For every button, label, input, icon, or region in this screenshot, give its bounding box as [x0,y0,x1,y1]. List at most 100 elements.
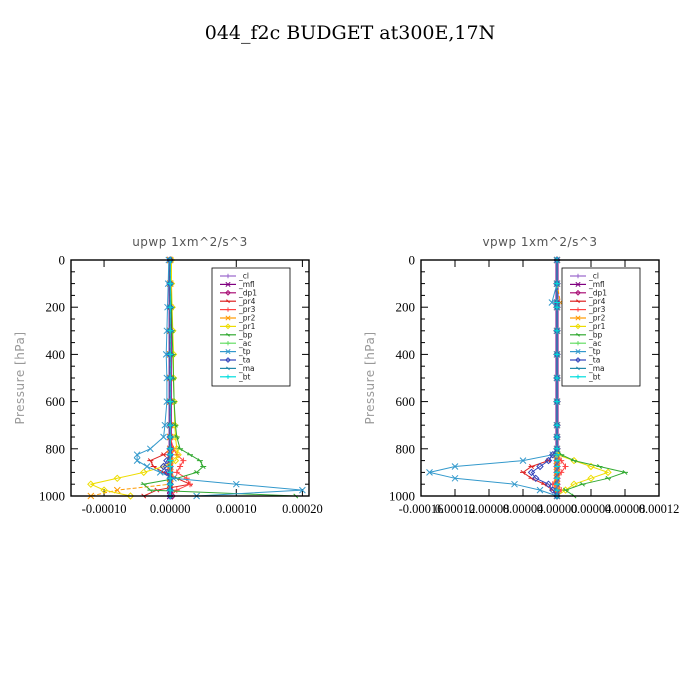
upwp-legend-marker-bp [225,332,231,337]
vpwp-series-point-ta [544,456,553,465]
vpwp-legend-label-pr1: _pr1 [588,322,606,331]
vpwp-series-point-pr1 [604,468,612,477]
upwp-series-point-pr1 [126,492,135,500]
vpwp-x-tick-label: 0.00008 [605,502,646,516]
upwp-legend-label-pr2: _pr2 [238,314,256,323]
upwp-x-tick-label: 0.00010 [216,502,257,516]
vpwp-series-point-bt [554,304,560,311]
vpwp-legend-marker-pr2 [575,315,581,321]
vpwp-y-axis-label: Pressure [hPa] [363,331,377,424]
upwp-series-point-bt [167,475,174,482]
vpwp-x-tick-label: 0.00000 [537,502,578,516]
upwp-legend-label-ma: _ma [238,364,255,373]
vpwp-y-tick-label: 200 [396,300,416,315]
upwp-legend-label-cl: _cl [238,272,249,281]
vpwp-series-point-bt [554,457,560,464]
vpwp-legend-label-ac: _ac [588,339,601,348]
upwp-series-point-pr3 [173,469,180,476]
vpwp-series-point-pr4 [541,481,548,487]
vpwp-series-point-ta [549,486,557,494]
upwp-series-point-bt [167,445,174,452]
upwp-series-point-pr3 [177,463,184,470]
vpwp-series-point-bt [554,451,560,458]
upwp-series-point-bp [140,481,147,487]
upwp-panel-title: upwp 1xm^2/s^3 [132,235,248,249]
upwp-legend-marker-cl [225,273,231,279]
upwp-series-point-bt [167,375,174,381]
upwp-series-point-pr3 [183,475,190,482]
vpwp-legend-marker-bp [575,332,581,337]
vpwp-legend-marker-dp1 [575,289,581,296]
vpwp-legend-marker-pr1 [575,323,581,330]
upwp-series-point-ta [159,462,168,471]
upwp-series-point-pr1 [100,486,108,494]
vpwp-legend-label-ma: _ma [588,364,605,373]
vpwp-plot-frame [420,259,660,497]
vpwp-y-tick-label: 400 [396,347,416,362]
upwp-legend-label-ac: _ac [238,339,251,348]
upwp-y-tick-label: 200 [46,300,66,315]
vpwp-series-point-bt [554,463,560,470]
upwp-series-point-bt [167,304,174,311]
upwp-legend-label-pr4: _pr4 [238,297,256,306]
vpwp-legend-label-bp: _bp [588,330,603,339]
upwp-series-point-tp [143,463,151,470]
upwp-series-point-bp [187,452,193,458]
upwp-series-point-bt [167,451,174,458]
upwp-legend-marker-mfl [225,281,231,287]
upwp-series-point-bt [167,463,174,470]
vpwp-y-tick-label: 0 [409,253,416,268]
upwp-series-point-pr4 [160,452,167,458]
vpwp-series-point-bp [622,469,628,475]
upwp-series-point-tp [156,469,164,476]
upwp-series-point-bt [167,351,174,358]
upwp-series-line-tp [136,259,303,497]
vpwp-series-point-bt [554,487,560,494]
vpwp-x-tick-label: 0.00004 [571,502,612,516]
vpwp-series-point-pr3 [562,463,569,470]
vpwp-series-point-bt [554,475,560,482]
upwp-series-point-tp [133,457,141,464]
upwp-series-point-tp [161,421,169,429]
vpwp-series-point-tp [519,457,527,464]
vpwp-series-point-ta [532,474,540,483]
vpwp-legend-label-mfl: _mfl [588,280,605,289]
vpwp-series-point-bt [554,422,560,429]
upwp-legend-label-dp1: _dp1 [238,288,257,297]
vpwp-legend-marker-mfl [575,281,581,287]
vpwp-legend-marker-pr3 [575,307,581,312]
vpwp-x-tick-label: 0.00004 [503,502,544,516]
vpwp-legend-label-pr3: _pr3 [588,305,606,314]
vpwp-series-point-bt [554,351,560,358]
vpwp-legend-label-cl: _cl [588,272,599,281]
upwp-legend-label-pr3: _pr3 [238,305,256,314]
vpwp-x-tick-label: 0.00008 [469,502,510,516]
vpwp-legend-marker-pr4 [575,299,581,304]
vpwp-legend-label-dp1: _dp1 [588,288,607,297]
upwp-x-tick-label: 0.00000 [150,502,191,516]
vpwp-series-point-bp [579,481,586,487]
upwp-series-point-pr3 [180,457,187,464]
upwp-series-point-pr4 [147,458,154,464]
upwp-legend-label-bt: _bt [238,372,251,381]
upwp-legend-label-mfl: _mfl [238,280,255,289]
upwp-series-point-pr4 [150,464,157,469]
vpwp-series-point-bp [605,475,611,481]
upwp-series-point-bt [167,469,174,476]
vpwp-legend-label-ta: _ta [588,356,600,365]
upwp-series-point-bt [167,457,174,464]
upwp-plot-frame [70,259,310,497]
vpwp-panel-title: vpwp 1xm^2/s^3 [482,235,597,249]
upwp-series-point-bt [167,481,174,488]
upwp-legend-marker-bt [225,374,231,379]
vpwp-x-tick-label: 0.00012 [435,502,476,516]
upwp-legend-marker-dp1 [225,289,231,296]
vpwp-legend-marker-ma [575,366,581,371]
upwp-series-point-tp [160,433,167,441]
upwp-series-line-pr2 [90,260,171,497]
upwp-series-point-bp [196,458,203,464]
vpwp-series-point-bt [554,469,560,476]
upwp-series-point-pr3 [187,481,193,488]
vpwp-legend-marker-ac [575,341,581,346]
